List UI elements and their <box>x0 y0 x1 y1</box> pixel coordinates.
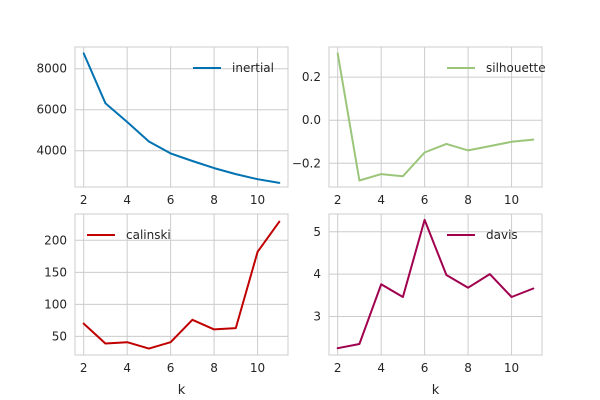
x-tick-label: 8 <box>210 361 218 375</box>
y-tick-label: −0.2 <box>292 156 321 170</box>
legend: davis <box>447 228 518 242</box>
x-tick-label: 10 <box>504 193 519 207</box>
x-tick-label: 6 <box>421 193 429 207</box>
x-tick-label: 2 <box>334 193 342 207</box>
x-tick-label: 2 <box>80 193 88 207</box>
x-tick-label: 6 <box>421 361 429 375</box>
x-tick-label: 10 <box>250 361 265 375</box>
legend: calinski <box>87 228 171 242</box>
panel-davis: 2 4 6 8 10 3 4 5 davis k <box>313 213 543 398</box>
panel-calinski: 2 4 6 8 10 50 100 150 200 calinski k <box>44 213 289 398</box>
y-tick-label: 3 <box>313 309 321 323</box>
panel-inertial: 2 4 6 8 10 4000 6000 8000 inertial <box>36 46 289 207</box>
x-tick-label: 10 <box>504 361 519 375</box>
y-tick-label: 0.2 <box>302 70 321 84</box>
legend-label: davis <box>486 228 518 242</box>
legend-label: inertial <box>232 61 274 75</box>
x-tick-label: 6 <box>167 193 175 207</box>
x-tick-label: 8 <box>210 193 218 207</box>
legend-label: calinski <box>126 228 171 242</box>
y-tick-label: 5 <box>313 225 321 239</box>
plot-area <box>74 46 289 188</box>
legend: silhouette <box>447 61 546 75</box>
y-tick-label: 4 <box>313 267 321 281</box>
x-tick-label: 8 <box>464 361 472 375</box>
x-tick-label: 4 <box>123 193 131 207</box>
legend-label: silhouette <box>486 61 546 75</box>
x-axis-label: k <box>432 383 440 398</box>
y-tick-label: 8000 <box>36 62 67 76</box>
y-tick-label: 0.0 <box>302 113 321 127</box>
x-tick-label: 2 <box>334 361 342 375</box>
x-tick-label: 10 <box>250 193 265 207</box>
x-tick-label: 8 <box>464 193 472 207</box>
series-line-silhouette <box>336 52 535 182</box>
series-line-inertial <box>82 52 281 184</box>
x-axis-label: k <box>178 383 186 398</box>
x-tick-label: 2 <box>80 361 88 375</box>
x-tick-label: 4 <box>377 361 385 375</box>
x-tick-label: 6 <box>167 361 175 375</box>
y-tick-label: 4000 <box>36 144 67 158</box>
y-tick-label: 6000 <box>36 103 67 117</box>
series-line-davis <box>336 218 535 350</box>
y-tick-label: 100 <box>44 297 67 311</box>
panel-silhouette: 2 4 6 8 10 −0.2 0.0 0.2 silhouette <box>292 46 546 207</box>
x-tick-label: 4 <box>377 193 385 207</box>
series-line-calinski <box>82 220 281 350</box>
legend: inertial <box>193 61 274 75</box>
x-tick-label: 4 <box>123 361 131 375</box>
y-tick-label: 50 <box>52 329 67 343</box>
y-tick-label: 200 <box>44 233 67 247</box>
y-tick-label: 150 <box>44 265 67 279</box>
